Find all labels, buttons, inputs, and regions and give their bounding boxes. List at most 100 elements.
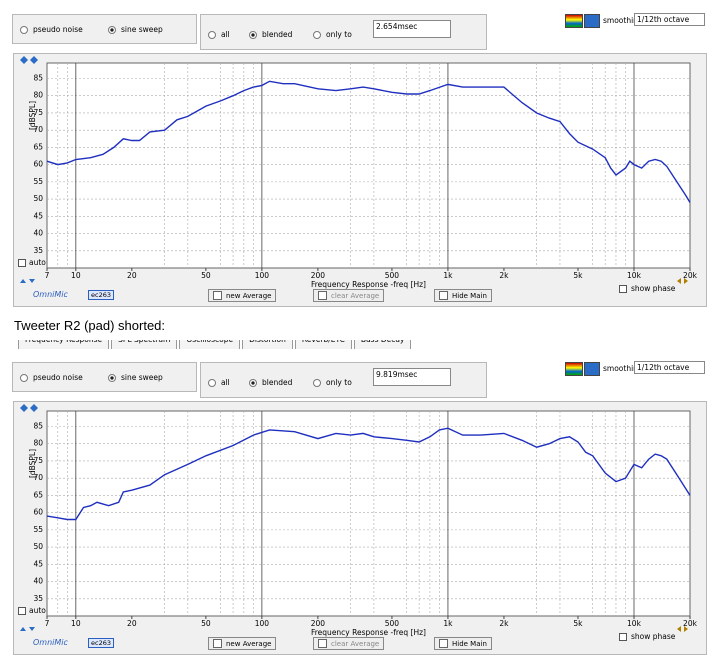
radio-option[interactable]: only to xyxy=(313,30,352,39)
color-icon[interactable] xyxy=(565,362,583,376)
scroll-arrows xyxy=(20,279,35,283)
tab-label: Reverb/ETC xyxy=(302,340,345,344)
zoom-icon xyxy=(20,404,38,412)
show-phase-label: show phase xyxy=(631,632,676,641)
brand: OmniMic xyxy=(33,290,68,299)
x-tick-label: 20k xyxy=(683,619,698,628)
y-tick-label: 50 xyxy=(33,194,43,203)
radio-dot xyxy=(108,25,116,34)
radio-dot xyxy=(249,30,257,39)
tab[interactable]: Reverb/ETC xyxy=(294,340,352,349)
button[interactable]: clear Average xyxy=(313,289,385,302)
phase-icon[interactable] xyxy=(584,362,600,376)
radio-dot xyxy=(20,373,28,382)
y-tick-label: 35 xyxy=(33,246,43,255)
button-icon xyxy=(318,639,327,648)
radio-dot xyxy=(313,30,321,39)
radio-option[interactable]: all xyxy=(208,30,230,39)
radio-dot xyxy=(313,378,321,387)
radio-label: all xyxy=(221,30,230,39)
button-label: Hide Main xyxy=(452,291,487,300)
y-tick-label: 75 xyxy=(33,456,43,465)
smoothing-select[interactable]: 1/12th octave xyxy=(634,13,705,26)
response-line xyxy=(46,427,691,521)
radio-option[interactable]: all xyxy=(208,378,230,387)
y-axis-label: [dBSPL] xyxy=(28,449,37,478)
tab-label: Bass Decay xyxy=(361,340,405,344)
button[interactable]: new Average xyxy=(208,637,277,650)
phase-icon[interactable] xyxy=(584,14,600,28)
time-input[interactable]: 2.654msec xyxy=(373,20,451,38)
radio-label: only to xyxy=(326,30,352,39)
y-tick-label: 85 xyxy=(33,74,43,83)
pan-arrows xyxy=(677,626,688,632)
tab[interactable]: SPL Spectrum xyxy=(111,340,178,349)
auto-label: auto xyxy=(29,258,46,267)
y-tick-label: 60 xyxy=(33,508,43,517)
panel: pseudo noise sine sweep all blended only to 9… xyxy=(0,356,713,656)
x-tick-label: 10 xyxy=(71,271,81,280)
y-tick-label: 75 xyxy=(33,108,43,117)
y-tick-label: 35 xyxy=(33,594,43,603)
radio-label: all xyxy=(221,378,230,387)
radio-option[interactable]: pseudo noise xyxy=(20,25,83,34)
y-tick-label: 50 xyxy=(33,542,43,551)
y-tick-label: 65 xyxy=(33,142,43,151)
auto-check[interactable]: auto xyxy=(18,606,46,615)
tab[interactable]: Frequency Response xyxy=(18,340,110,349)
scroll-arrows xyxy=(20,627,35,631)
x-tick-label: 1k xyxy=(443,619,453,628)
mic-box[interactable]: ec263 xyxy=(88,638,114,648)
button-icon xyxy=(439,291,448,300)
radio-label: sine sweep xyxy=(121,373,163,382)
radio-dot xyxy=(249,378,257,387)
show-phase[interactable]: show phase xyxy=(619,284,675,293)
y-tick-label: 65 xyxy=(33,490,43,499)
brand: OmniMic xyxy=(33,638,68,647)
button[interactable]: new Average xyxy=(208,289,277,302)
button[interactable]: Hide Main xyxy=(434,289,492,302)
mic-box[interactable]: ec263 xyxy=(88,290,114,300)
radio-label: only to xyxy=(326,378,352,387)
radio-option[interactable]: blended xyxy=(249,30,292,39)
y-tick-label: 80 xyxy=(33,91,43,100)
plot-area xyxy=(46,410,691,617)
button-icon xyxy=(318,291,327,300)
window-box: all blended only to 2.654msec xyxy=(200,14,487,50)
button-label: new Average xyxy=(226,291,272,300)
radio-option[interactable]: pseudo noise xyxy=(20,373,83,382)
tab[interactable]: Distortion xyxy=(242,340,293,349)
auto-check[interactable]: auto xyxy=(18,258,46,267)
plot-area xyxy=(46,62,691,269)
tab-strip: Frequency Response SPL Spectrum Oscillosco… xyxy=(18,340,418,354)
button-icon xyxy=(213,291,222,300)
panel: pseudo noise sine sweep all blended only to 2… xyxy=(0,8,713,308)
x-tick-label: 500 xyxy=(385,271,400,280)
time-input[interactable]: 9.819msec xyxy=(373,368,451,386)
show-phase[interactable]: show phase xyxy=(619,632,675,641)
tab[interactable]: Oscilloscope xyxy=(179,340,241,349)
x-tick-label: 2k xyxy=(499,271,509,280)
radio-label: sine sweep xyxy=(121,25,163,34)
button[interactable]: clear Average xyxy=(313,637,385,650)
button[interactable]: Hide Main xyxy=(434,637,492,650)
x-tick-label: 20k xyxy=(683,271,698,280)
y-tick-label: 60 xyxy=(33,160,43,169)
y-tick-label: 45 xyxy=(33,559,43,568)
button-label: clear Average xyxy=(331,639,380,648)
radio-label: pseudo noise xyxy=(33,25,83,34)
tab[interactable]: Bass Decay xyxy=(353,340,412,349)
radio-option[interactable]: only to xyxy=(313,378,352,387)
color-icon[interactable] xyxy=(565,14,583,28)
radio-option[interactable]: sine sweep xyxy=(108,25,163,34)
window-box: all blended only to 9.819msec xyxy=(200,362,487,398)
x-tick-label: 7 xyxy=(45,619,50,628)
radio-dot xyxy=(108,373,116,382)
tab-label: SPL Spectrum xyxy=(118,340,170,344)
radio-option[interactable]: blended xyxy=(249,378,292,387)
checkbox xyxy=(18,258,26,267)
smoothing-select[interactable]: 1/12th octave xyxy=(634,361,705,374)
y-tick-label: 85 xyxy=(33,422,43,431)
radio-option[interactable]: sine sweep xyxy=(108,373,163,382)
x-tick-label: 50 xyxy=(201,619,211,628)
